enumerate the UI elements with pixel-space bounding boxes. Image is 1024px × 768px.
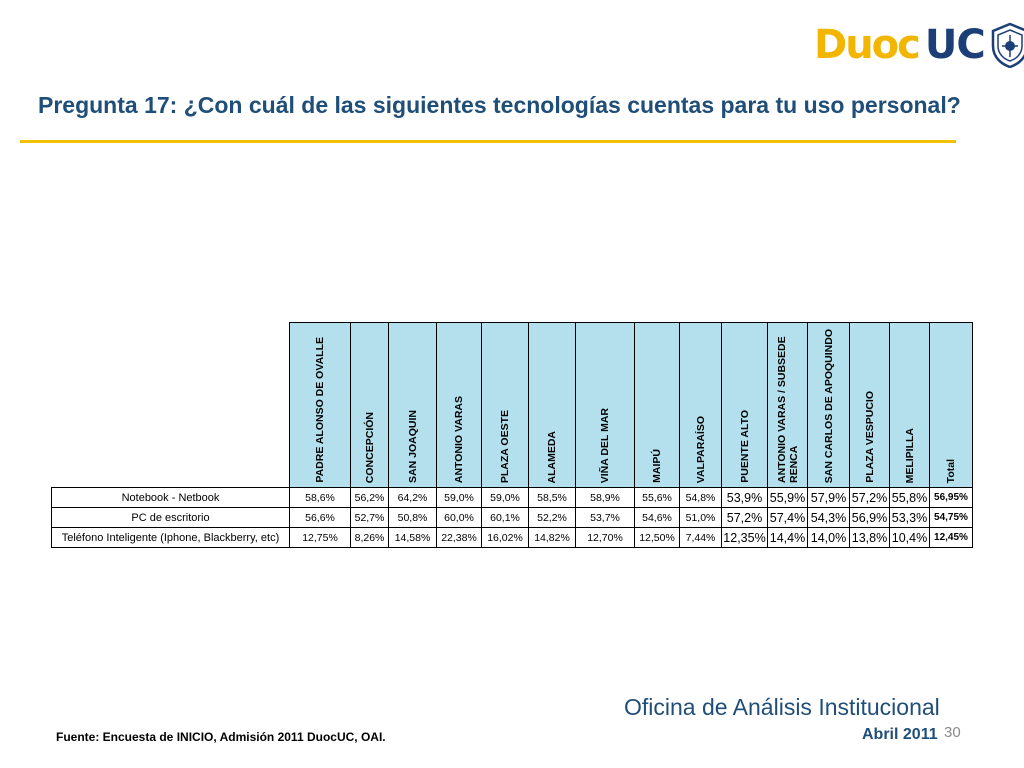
- row-label: Teléfono Inteligente (Iphone, Blackberry…: [51, 527, 290, 548]
- total-cell: 54,75%: [929, 507, 973, 528]
- table-row: Notebook - Netbook 58,6% 56,2% 64,2% 59,…: [51, 487, 973, 508]
- column-header-label: SAN CARLOS DE APOQUINDO: [822, 328, 835, 483]
- page-number: 30: [944, 724, 961, 741]
- table-cell: 55,8%: [889, 487, 930, 508]
- table-cell: 55,6%: [634, 487, 680, 508]
- table-cell: 56,9%: [849, 507, 890, 528]
- table-cell: 56,6%: [289, 507, 351, 528]
- header-row: PADRE ALONSO DE OVALLE CONCEPCIÓN SAN JO…: [52, 322, 973, 488]
- column-header-label: ANTONIO VARAS: [453, 395, 465, 483]
- table-cell: 59,0%: [436, 487, 482, 508]
- table-cell: 58,6%: [289, 487, 351, 508]
- uc-seal-icon: [991, 22, 1024, 68]
- table-cell: 54,8%: [679, 487, 722, 508]
- table-cell: 12,70%: [575, 527, 635, 548]
- table-cell: 14,58%: [388, 527, 437, 548]
- table-cell: 52,2%: [528, 507, 576, 528]
- table-row: PC de escritorio 56,6% 52,7% 50,8% 60,0%…: [51, 507, 973, 528]
- total-cell: 56,95%: [929, 487, 973, 508]
- table-cell: 57,2%: [721, 507, 768, 528]
- results-table: PADRE ALONSO DE OVALLE CONCEPCIÓN SAN JO…: [51, 322, 973, 548]
- column-header-label: PUENTE ALTO: [738, 410, 751, 483]
- logo-duoc-text: Duoc: [814, 22, 921, 68]
- table-cell: 14,4%: [767, 527, 808, 548]
- table-cell: 54,6%: [634, 507, 680, 528]
- column-header: VIÑA DEL MAR: [575, 322, 635, 488]
- table-cell: 59,0%: [481, 487, 529, 508]
- source-note: Fuente: Encuesta de INICIO, Admisión 201…: [56, 730, 386, 744]
- row-label: PC de escritorio: [51, 507, 290, 528]
- column-header-label: Total: [945, 458, 957, 483]
- column-header-label: MELIPILLA: [903, 427, 916, 483]
- table-row: Teléfono Inteligente (Iphone, Blackberry…: [51, 527, 973, 548]
- table-corner: [52, 323, 290, 488]
- column-header: ANTONIO VARAS / SUBSEDE RENCA: [767, 322, 808, 488]
- column-header: PUENTE ALTO: [721, 322, 768, 488]
- table-cell: 13,8%: [849, 527, 890, 548]
- column-header-label: SAN JOAQUIN: [406, 410, 419, 483]
- table-cell: 52,7%: [350, 507, 389, 528]
- table-cell: 12,75%: [289, 527, 351, 548]
- duocuc-logo: Duoc UC: [814, 20, 1024, 70]
- column-header: VALPARAÍSO: [679, 322, 722, 488]
- column-header: Total: [929, 322, 973, 488]
- table-cell: 57,2%: [849, 487, 890, 508]
- page-title: Pregunta 17: ¿Con cuál de las siguientes…: [38, 92, 961, 118]
- table-cell: 56,2%: [350, 487, 389, 508]
- column-header: PLAZA VESPUCIO: [849, 322, 890, 488]
- table-cell: 60,0%: [436, 507, 482, 528]
- table-cell: 8,26%: [350, 527, 389, 548]
- table-cell: 54,3%: [807, 507, 850, 528]
- table-cell: 53,7%: [575, 507, 635, 528]
- column-header-label: ALAMEDA: [546, 430, 558, 484]
- table-cell: 60,1%: [481, 507, 529, 528]
- column-header-label: ANTONIO VARAS / SUBSEDE RENCA: [775, 336, 800, 483]
- column-header: PLAZA OESTE: [481, 322, 529, 488]
- column-header-label: VIÑA DEL MAR: [599, 407, 611, 483]
- table-cell: 50,8%: [388, 507, 437, 528]
- row-label: Notebook - Netbook: [51, 487, 290, 508]
- table-cell: 57,9%: [807, 487, 850, 508]
- table-cell: 14,0%: [807, 527, 850, 548]
- column-header-label: PLAZA OESTE: [499, 409, 511, 483]
- table-cell: 55,9%: [767, 487, 808, 508]
- table-cell: 64,2%: [388, 487, 437, 508]
- table-cell: 10,4%: [889, 527, 930, 548]
- column-header: SAN CARLOS DE APOQUINDO: [807, 322, 850, 488]
- table-cell: 58,9%: [575, 487, 635, 508]
- column-header: SAN JOAQUIN: [388, 322, 437, 488]
- column-header-label: PADRE ALONSO DE OVALLE: [314, 337, 326, 483]
- office-name: Oficina de Análisis Institucional: [624, 694, 940, 720]
- column-header-label: MAIPÚ: [651, 449, 663, 483]
- column-header: ANTONIO VARAS: [436, 322, 482, 488]
- column-header: PADRE ALONSO DE OVALLE: [289, 322, 351, 488]
- table-cell: 14,82%: [528, 527, 576, 548]
- table-cell: 53,9%: [721, 487, 768, 508]
- table-cell: 53,3%: [889, 507, 930, 528]
- title-divider: [20, 140, 956, 143]
- table-cell: 16,02%: [481, 527, 529, 548]
- column-header-label: PLAZA VESPUCIO: [863, 391, 876, 483]
- column-header-label: CONCEPCIÓN: [363, 411, 376, 483]
- total-cell: 12,45%: [929, 527, 973, 548]
- column-header: ALAMEDA: [528, 322, 576, 488]
- table-cell: 22,38%: [436, 527, 482, 548]
- logo-uc-text: UC: [924, 22, 986, 68]
- column-header: CONCEPCIÓN: [350, 322, 389, 488]
- table-cell: 12,35%: [721, 527, 768, 548]
- table-cell: 58,5%: [528, 487, 576, 508]
- column-header: MAIPÚ: [634, 322, 680, 488]
- table-cell: 57,4%: [767, 507, 808, 528]
- table-cell: 7,44%: [679, 527, 722, 548]
- column-header-label: VALPARAÍSO: [694, 415, 707, 483]
- table-cell: 51,0%: [679, 507, 722, 528]
- table-cell: 12,50%: [634, 527, 680, 548]
- date-label: Abril 2011: [862, 726, 938, 743]
- column-header: MELIPILLA: [889, 322, 930, 488]
